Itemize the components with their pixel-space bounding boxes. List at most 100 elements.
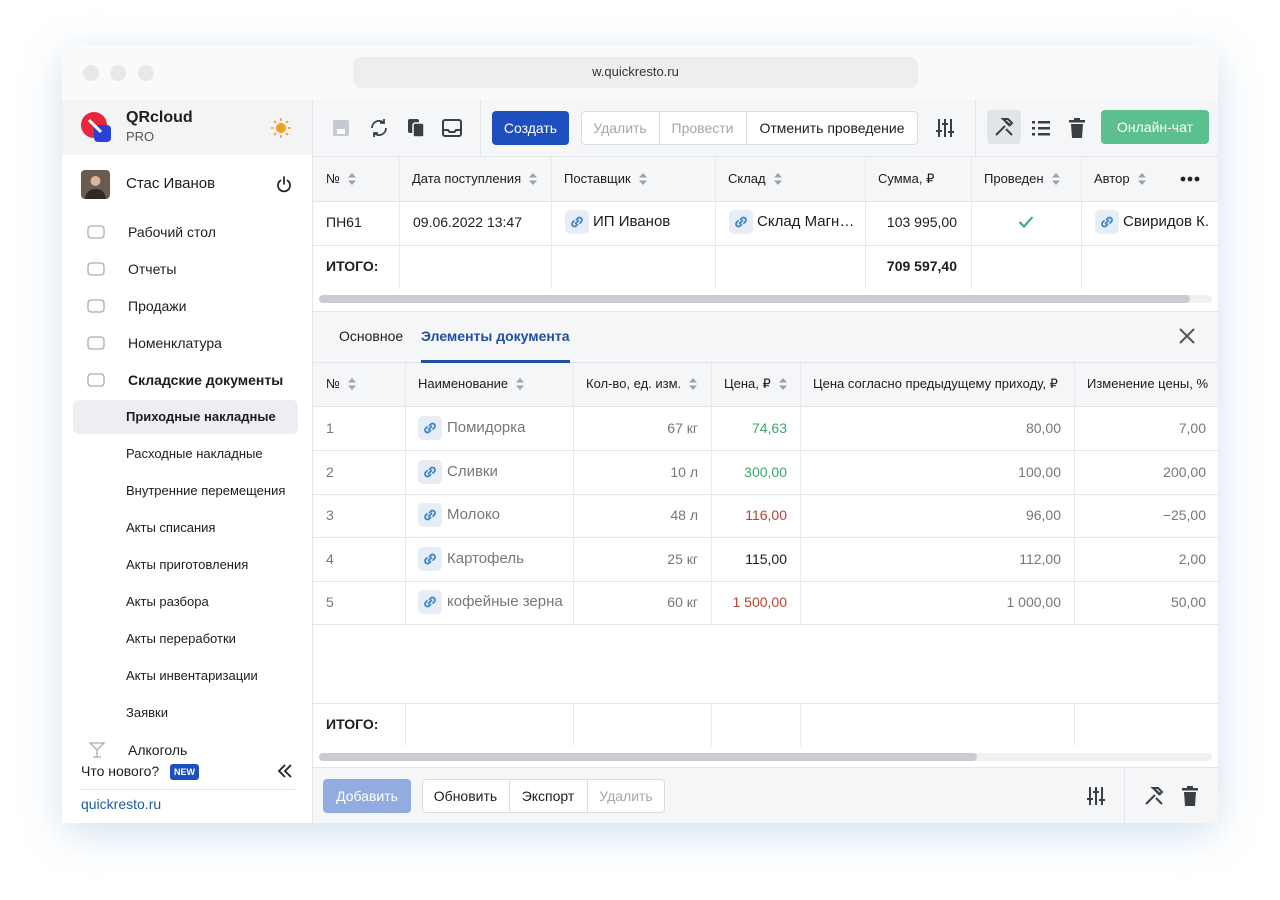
cell: 116,00 bbox=[745, 507, 787, 524]
cell[interactable]: Сливки bbox=[447, 462, 498, 480]
cell: ПН61 bbox=[326, 214, 362, 230]
close-icon[interactable] bbox=[1178, 327, 1196, 345]
column-header[interactable]: Цена, ₽ bbox=[724, 376, 771, 391]
group-button[interactable]: Отменить проведение bbox=[759, 120, 905, 136]
cell: 100,00 bbox=[1018, 463, 1061, 480]
menu-icon bbox=[87, 262, 105, 276]
cell: 1 bbox=[326, 420, 334, 436]
tools-icon[interactable] bbox=[1143, 785, 1165, 807]
tools-icon[interactable] bbox=[993, 116, 1015, 138]
cell[interactable]: Помидорка bbox=[447, 419, 526, 436]
submenu-item[interactable]: Приходные накладные bbox=[126, 409, 276, 424]
icon-part bbox=[1087, 791, 1105, 801]
column-header[interactable]: Автор bbox=[1094, 171, 1130, 186]
refresh-icon[interactable] bbox=[368, 117, 390, 139]
column-header[interactable]: Кол-во, ед. изм. bbox=[586, 376, 682, 391]
column-header[interactable]: Проведен bbox=[984, 171, 1044, 186]
sort-icon bbox=[774, 173, 782, 185]
menu-item[interactable]: Складские документы bbox=[128, 372, 284, 388]
submenu-item[interactable]: Внутренние перемещения bbox=[126, 483, 286, 498]
menu-item[interactable]: Рабочий стол bbox=[128, 224, 216, 240]
collapse-icon[interactable] bbox=[277, 763, 293, 779]
cell[interactable]: Свиридов К. bbox=[1123, 213, 1210, 230]
cell[interactable]: Склад Магн… bbox=[757, 213, 855, 230]
submenu-item[interactable]: Акты инвентаризации bbox=[126, 668, 258, 683]
cell[interactable]: Картофель bbox=[447, 549, 524, 567]
icon-part bbox=[424, 553, 436, 565]
menu-item[interactable]: Алкоголь bbox=[128, 742, 188, 758]
column-header[interactable]: Изменение цены, % bbox=[1087, 376, 1208, 391]
column-header[interactable]: Поставщик bbox=[564, 171, 631, 186]
copy-icon[interactable] bbox=[405, 117, 427, 139]
menu-item[interactable]: Номенклатура bbox=[128, 335, 222, 351]
column-header[interactable]: № bbox=[326, 171, 340, 186]
list-header bbox=[313, 157, 1218, 201]
column-header[interactable]: Цена согласно предыдущему приходу, ₽ bbox=[813, 376, 1058, 391]
submenu-item[interactable]: Заявки bbox=[126, 705, 168, 720]
add-button[interactable] bbox=[323, 779, 411, 813]
icon-part bbox=[85, 189, 106, 199]
row-border bbox=[313, 580, 1218, 582]
submenu-item[interactable]: Акты приготовления bbox=[126, 557, 249, 572]
group-button[interactable]: Экспорт bbox=[521, 788, 575, 804]
icon-part bbox=[936, 123, 954, 133]
icon-part bbox=[442, 119, 462, 137]
group-button[interactable]: Провести bbox=[671, 120, 734, 136]
icon-part bbox=[774, 173, 782, 185]
create-label[interactable]: Создать bbox=[503, 120, 558, 136]
inbox-icon[interactable] bbox=[441, 117, 463, 139]
window-dot bbox=[110, 65, 126, 81]
group-button[interactable]: Удалить bbox=[593, 120, 647, 136]
chat-button[interactable] bbox=[1101, 110, 1209, 144]
sort-icon bbox=[1052, 173, 1060, 185]
chat-label[interactable]: Онлайн-чат bbox=[1117, 119, 1193, 135]
icon-part bbox=[87, 373, 105, 387]
button-divider bbox=[587, 779, 588, 813]
scroll-thumb[interactable] bbox=[319, 753, 977, 761]
tab[interactable]: Основное bbox=[339, 328, 404, 344]
group-button[interactable]: Удалить bbox=[599, 788, 653, 804]
button-divider bbox=[659, 111, 660, 145]
column-header[interactable]: Дата поступления bbox=[412, 171, 522, 186]
delete-icon[interactable] bbox=[1068, 117, 1086, 139]
column-header[interactable]: Наименование bbox=[418, 376, 509, 391]
more-icon[interactable] bbox=[1180, 176, 1200, 182]
theme-toggle[interactable] bbox=[270, 117, 292, 139]
cell[interactable]: ИП Иванов bbox=[593, 213, 671, 230]
menu-item[interactable]: Продажи bbox=[128, 298, 187, 314]
tab-underline bbox=[421, 360, 570, 363]
settings-icon[interactable] bbox=[934, 117, 956, 139]
delete-icon[interactable] bbox=[1181, 785, 1199, 807]
icon-part bbox=[337, 129, 345, 134]
cell[interactable]: Молоко bbox=[447, 506, 501, 524]
menu-icon bbox=[87, 336, 105, 350]
create-button[interactable] bbox=[492, 111, 569, 145]
add-label[interactable]: Добавить bbox=[336, 788, 398, 804]
sort-icon bbox=[348, 378, 356, 390]
list-icon[interactable] bbox=[1030, 117, 1052, 139]
submenu-item[interactable]: Акты переработки bbox=[126, 631, 236, 646]
posted-check bbox=[1018, 216, 1034, 228]
save-icon[interactable] bbox=[331, 118, 351, 138]
icon-part bbox=[1032, 127, 1035, 130]
cell: 96,00 bbox=[1025, 507, 1061, 524]
logout-icon[interactable] bbox=[276, 176, 292, 193]
url: w.quickresto.ru bbox=[592, 64, 679, 79]
tab[interactable]: Элементы документа bbox=[421, 328, 570, 344]
group-button[interactable]: Обновить bbox=[433, 788, 498, 804]
footer-link[interactable]: quickresto.ru bbox=[81, 796, 162, 812]
submenu-item[interactable]: Расходные накладные bbox=[126, 446, 263, 461]
settings-icon[interactable] bbox=[1085, 785, 1107, 807]
scroll-thumb[interactable] bbox=[319, 295, 1190, 303]
brand-plan: PRO bbox=[126, 129, 155, 144]
column-header[interactable]: Склад bbox=[728, 171, 766, 186]
submenu-active-bg bbox=[73, 400, 298, 434]
icon-part bbox=[90, 176, 101, 186]
submenu-item[interactable]: Акты списания bbox=[126, 520, 216, 535]
whats-new[interactable]: Что нового? bbox=[81, 763, 160, 779]
column-header[interactable]: № bbox=[326, 376, 340, 391]
submenu-item[interactable]: Акты разбора bbox=[126, 594, 209, 609]
cell[interactable]: кофейные зерна bbox=[447, 593, 563, 611]
column-header[interactable]: Сумма, ₽ bbox=[878, 171, 935, 186]
menu-item[interactable]: Отчеты bbox=[128, 261, 177, 277]
